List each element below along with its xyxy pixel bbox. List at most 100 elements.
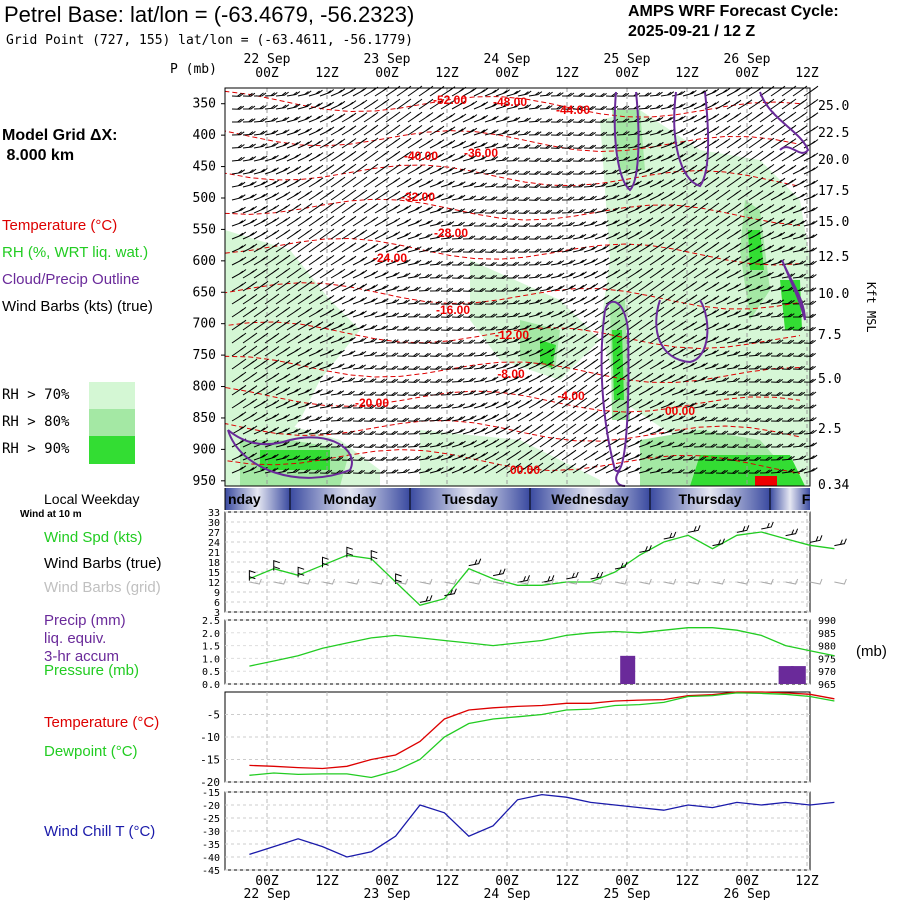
wind-barb-true-14	[590, 571, 604, 580]
temp-contour-3	[224, 198, 801, 226]
wind-tick-18: 18	[208, 558, 220, 569]
wind-barb	[385, 299, 400, 305]
wind-barb	[682, 254, 698, 266]
top-hour-label-6: 00Z	[615, 66, 639, 81]
wind-barb-true-19	[712, 538, 725, 547]
wind-barb	[550, 247, 564, 253]
wind-barb	[297, 374, 313, 383]
wind-barb	[473, 87, 489, 97]
wind-barb	[550, 235, 564, 240]
wind-barb	[693, 254, 709, 266]
wind-barb	[506, 362, 521, 370]
wind-barb	[275, 441, 290, 448]
wind-barb	[352, 337, 367, 344]
wind-barb	[319, 189, 335, 201]
wind-barb	[352, 125, 368, 136]
wind-barb	[297, 115, 312, 123]
wind-barb	[484, 401, 499, 409]
wind-barb	[506, 209, 519, 214]
wind-barb	[550, 222, 564, 227]
wind-barb	[671, 334, 687, 344]
wind-barb	[638, 255, 654, 266]
wind-barb	[484, 363, 499, 370]
wind-barb-true-16	[639, 545, 652, 553]
wind-barb	[341, 336, 356, 344]
wind-barb	[715, 269, 731, 279]
wind-barb	[638, 359, 654, 370]
top-hour-label-5: 12Z	[555, 66, 579, 81]
wind-barb	[671, 294, 687, 305]
wind-barb-grid-6	[395, 578, 409, 585]
wind-barb	[792, 85, 808, 97]
wind-barb	[737, 283, 752, 292]
wind-barb	[506, 248, 519, 253]
wind-barb	[297, 165, 313, 175]
wind-barb-grid-20	[736, 578, 750, 585]
wind-barb	[462, 168, 477, 175]
wind-barb	[638, 280, 654, 292]
wind-barb	[583, 233, 598, 240]
wind-barb	[759, 217, 775, 227]
wind-barb	[407, 205, 423, 214]
wind-barb	[748, 99, 764, 110]
wind-barb	[583, 183, 597, 188]
wind-barb	[484, 102, 499, 110]
wind-barb	[748, 391, 762, 396]
wind-barb	[242, 452, 258, 461]
wind-barb	[528, 131, 542, 136]
wind-barb	[363, 378, 377, 383]
wind-barb	[473, 464, 489, 474]
wind-barb	[407, 468, 422, 474]
pressure-tick-800: 800	[193, 380, 216, 395]
wind-barb	[231, 332, 247, 344]
wind-barb	[275, 414, 290, 422]
wind-barb	[715, 215, 731, 227]
wind-barb	[396, 391, 409, 396]
wind-barb	[594, 294, 610, 305]
wind-barb	[352, 229, 368, 240]
wind-barb	[550, 423, 566, 435]
wind-barb	[616, 131, 630, 136]
wind-barb	[660, 373, 676, 383]
wind-barb	[429, 274, 443, 279]
wind-barb	[473, 222, 487, 227]
wind-barb	[506, 387, 522, 396]
wind-barb	[363, 338, 378, 344]
wind-barb	[748, 177, 764, 188]
wind-barb	[264, 413, 280, 422]
wind-barb	[705, 443, 718, 448]
wind-barb	[726, 137, 742, 149]
wind-barb	[407, 417, 421, 422]
wind-barb	[748, 124, 764, 136]
wind-barb	[759, 417, 772, 422]
wind-barb	[517, 337, 532, 344]
wind-barb	[286, 128, 301, 136]
wind-barb	[330, 163, 346, 175]
wind-barb	[407, 165, 423, 175]
wind-barb	[638, 386, 654, 396]
wind-barb	[429, 220, 444, 227]
wind-barb	[682, 241, 698, 253]
wind-barb	[693, 281, 709, 292]
wind-barb	[682, 375, 697, 383]
wind-barb	[297, 267, 313, 279]
wind-barb	[572, 233, 587, 240]
wind-barb	[308, 469, 322, 474]
precip-bar-0	[620, 655, 636, 684]
chill-tick-3: -30	[202, 827, 220, 838]
wind-barb	[484, 261, 497, 266]
wind-barb-true-12	[541, 575, 555, 583]
temp-contour-label-3: -40.00	[404, 149, 438, 163]
wind-barb	[605, 281, 621, 292]
wind-barb	[308, 348, 324, 357]
wind-barb	[385, 258, 400, 266]
wind-barb	[385, 430, 398, 435]
wind-barb	[495, 235, 508, 240]
wind-barb	[550, 410, 566, 422]
wind-barb	[308, 321, 324, 331]
wind-barb	[506, 130, 521, 136]
wind-barb	[693, 375, 708, 383]
wind-barb	[418, 152, 434, 162]
wind-barb	[671, 190, 687, 201]
wind-barb	[550, 310, 565, 318]
